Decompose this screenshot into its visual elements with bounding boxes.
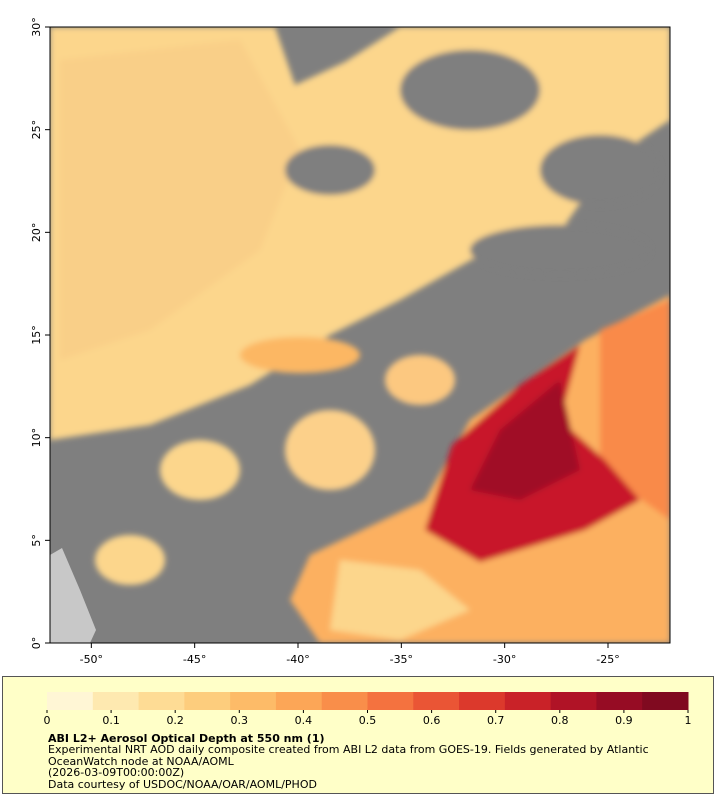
description: Experimental NRT AOD daily composite cre… [48,743,649,768]
colorbar-segment [550,692,597,710]
colorbar-tick-label: 0.7 [487,714,505,727]
colorbar-segment [47,692,94,710]
x-tick-label: -35° [390,653,413,666]
legend-title: ABI L2+ Aerosol Optical Depth at 550 nm … [48,732,325,745]
x-tick-label: -25° [596,653,619,666]
y-tick-label: 10° [30,428,43,448]
colorbar-segment [230,692,277,710]
colorbar-tick-label: 0.8 [551,714,569,727]
colorbar-tick-label: 0.2 [166,714,184,727]
colorbar-segment [504,692,552,710]
colorbar-segment [92,692,140,710]
y-tick-label: 15° [30,325,43,345]
colorbar-tick-label: 1 [685,714,692,727]
timestamp: (2026-03-09T00:00:00Z) [48,766,185,779]
colorbar-tick-label: 0 [44,714,51,727]
y-tick-label: 25° [30,120,43,140]
colorbar-tick-label: 0.4 [295,714,313,727]
colorbar-tick-label: 0.5 [359,714,377,727]
y-tick-label: 30° [30,17,43,37]
colorbar-segment [275,692,323,710]
y-tick-label: 5° [30,534,43,547]
colorbar: 0 0.1 0.2 0.3 0.4 0.5 0.6 0.7 0.8 0.9 1 [44,692,692,727]
colorbar-tick-label: 0.6 [423,714,441,727]
colorbar-segment [596,692,643,710]
axes: -50° -45° -40° -35° -30° -25° 0° 5° 10° 15° 20° 25°… [30,17,620,666]
colorbar-segment [413,692,460,710]
y-tick-label: 20° [30,223,43,243]
credit: Data courtesy of USDOC/NOAA/OAR/AOML/PHO… [48,777,317,791]
y-tick-label: 0° [30,637,43,650]
legend-text: Experimental NRT AOD daily composite cre… [48,744,688,790]
colorbar-segment [642,692,689,710]
colorbar-segment [367,692,414,710]
x-tick-label: -30° [493,653,516,666]
x-tick-label: -50° [80,653,103,666]
colorbar-segment [459,692,506,710]
colorbar-segment [184,692,231,710]
x-tick-label: -40° [286,653,309,666]
colorbar-segment [321,692,368,710]
colorbar-tick-label: 0.1 [102,714,120,727]
colorbar-segment [138,692,185,710]
colorbar-tick-label: 0.9 [615,714,633,727]
map-image [50,27,670,643]
x-tick-label: -45° [183,653,206,666]
colorbar-tick-label: 0.3 [231,714,249,727]
